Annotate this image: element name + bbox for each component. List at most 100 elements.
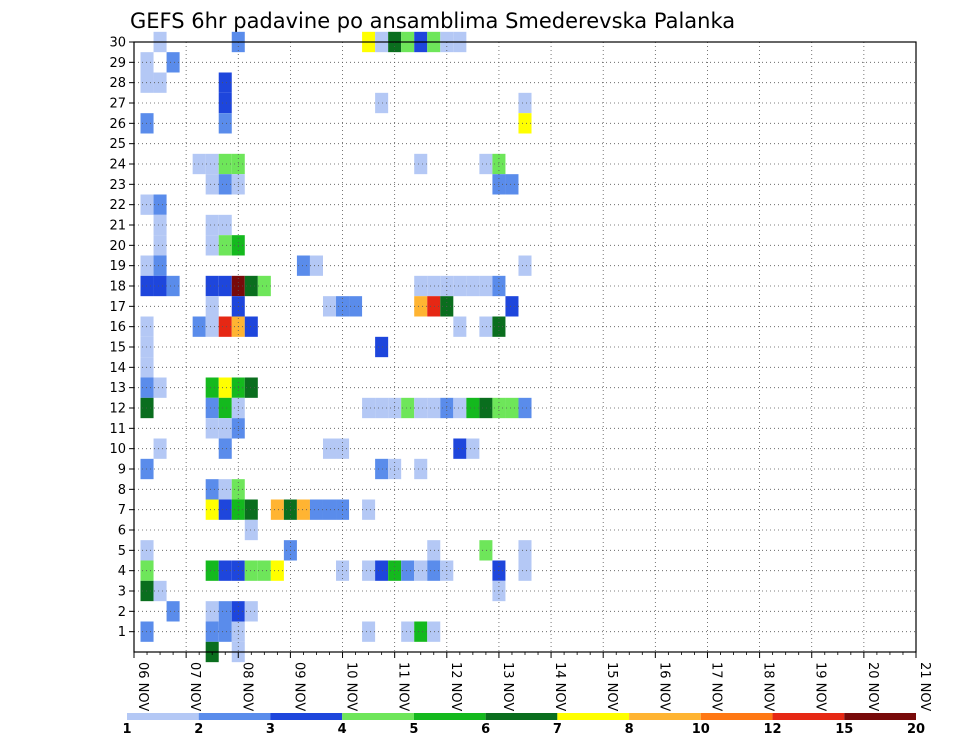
y-tick-label: 16: [109, 320, 126, 335]
heatmap-cell: [505, 174, 519, 195]
heatmap-cell: [518, 540, 532, 561]
heatmap-cell: [140, 621, 154, 642]
heatmap-cell: [479, 397, 493, 419]
x-tick-label: 12 NOV: [448, 662, 463, 711]
heatmap-cell: [140, 377, 154, 398]
x-tick-label: 10 NOV: [344, 662, 359, 711]
heatmap-cell: [140, 580, 154, 602]
heatmap-cell: [257, 275, 271, 297]
heatmap-cell: [518, 92, 532, 114]
legend-swatch: [557, 713, 630, 720]
x-tick-label: 06 NOV: [135, 662, 150, 711]
heatmap-cell: [218, 377, 232, 398]
heatmap-cell: [218, 92, 232, 114]
heatmap-cell: [218, 418, 232, 439]
heatmap-cell: [427, 560, 441, 581]
y-tick-label: 10: [109, 442, 126, 457]
heatmap-cell: [140, 255, 154, 276]
heatmap-cell: [205, 601, 219, 622]
heatmap-cell: [205, 235, 219, 256]
heatmap-cell: [205, 397, 219, 419]
heatmap-cell: [349, 296, 363, 317]
heatmap-cell: [322, 438, 337, 459]
heatmap-cell: [453, 316, 467, 337]
heatmap-cell: [427, 621, 441, 642]
legend-swatch: [485, 713, 558, 720]
heatmap-cell: [205, 174, 219, 195]
heatmap-cell: [218, 72, 232, 93]
x-tick-label: 16 NOV: [656, 662, 671, 711]
heatmap-cell: [153, 214, 167, 236]
heatmap-cell: [140, 275, 154, 297]
heatmap-cell: [218, 113, 232, 134]
heatmap-cell: [205, 499, 219, 520]
legend-label: 20: [907, 722, 925, 737]
heatmap-cell: [244, 275, 258, 297]
heatmap-cell: [375, 92, 389, 114]
legend-label: 10: [692, 722, 710, 737]
heatmap-cell: [362, 560, 376, 581]
heatmap-cell: [244, 316, 258, 337]
heatmap-cell: [401, 560, 415, 581]
heatmap-cell: [414, 560, 428, 581]
x-tick-label: 18 NOV: [761, 662, 776, 711]
y-tick-label: 11: [109, 422, 126, 437]
y-tick-label: 19: [109, 259, 126, 274]
x-tick-label: 13 NOV: [500, 662, 515, 711]
y-tick-label: 23: [109, 178, 126, 193]
heatmap-cell: [362, 621, 376, 642]
heatmap-cell: [466, 438, 480, 459]
y-tick-label: 12: [109, 402, 126, 417]
y-tick-label: 18: [109, 280, 126, 295]
heatmap-cell: [218, 601, 232, 622]
y-tick-label: 27: [109, 97, 126, 112]
y-tick-label: 29: [109, 56, 126, 71]
heatmap-cell: [414, 621, 428, 642]
heatmap-cell: [401, 621, 415, 642]
y-tick-label: 20: [109, 239, 126, 254]
heatmap-cell: [466, 397, 480, 419]
heatmap-cell: [153, 580, 167, 602]
legend: 1 2 3 4 5 6 7 8 10 12 15 20: [122, 713, 925, 737]
heatmap-cell: [270, 499, 284, 520]
heatmap-cell: [140, 336, 154, 358]
heatmap-cell: [205, 418, 219, 439]
heatmap-cell: [479, 316, 493, 337]
legend-label: 4: [338, 722, 347, 737]
y-tick-label: 9: [118, 463, 126, 478]
heatmap-cell: [518, 113, 532, 134]
heatmap-cell: [166, 52, 180, 73]
heatmap-cell: [166, 601, 180, 622]
heatmap-cell: [257, 560, 271, 581]
heatmap-cell: [205, 479, 219, 500]
legend-swatch: [127, 713, 199, 720]
y-tick-label: 17: [109, 300, 126, 315]
x-tick-label: 20 NOV: [865, 662, 880, 711]
heatmap-cell: [427, 275, 441, 297]
heatmap-cell: [205, 621, 219, 642]
legend-swatch: [629, 713, 701, 720]
y-tick-label: 30: [109, 36, 126, 51]
heatmap-cell: [414, 275, 428, 297]
legend-label: 2: [194, 722, 203, 737]
x-tick-label: 17 NOV: [708, 662, 723, 711]
heatmap-cell: [205, 377, 219, 398]
x-tick-label: 19 NOV: [813, 662, 828, 711]
legend-swatch: [844, 713, 916, 720]
heatmap-cell: [140, 316, 154, 337]
legend-swatch: [413, 713, 486, 720]
heatmap-cell: [140, 194, 154, 215]
heatmap-cell: [270, 560, 284, 581]
legend-label: 6: [481, 722, 490, 737]
legend-swatch: [700, 713, 773, 720]
y-tick-label: 25: [109, 137, 126, 152]
heatmap-cell: [518, 560, 532, 581]
heatmap-cell: [427, 540, 441, 561]
y-tick-label: 5: [118, 544, 126, 559]
legend-swatch: [772, 713, 845, 720]
heatmap-cell: [518, 255, 532, 276]
heatmap-cell: [362, 499, 376, 520]
legend-swatch: [342, 713, 414, 720]
legend-label: 7: [553, 722, 562, 737]
